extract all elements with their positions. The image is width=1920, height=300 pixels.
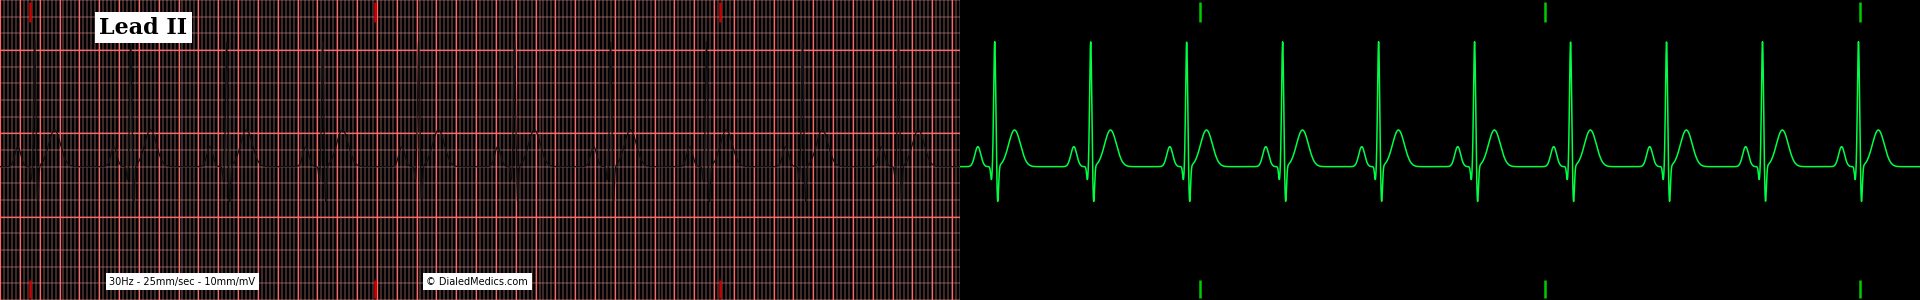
Text: 30Hz - 25mm/sec - 10mm/mV: 30Hz - 25mm/sec - 10mm/mV <box>109 277 255 287</box>
Text: Lead II: Lead II <box>100 17 188 39</box>
Text: © DialedMedics.com: © DialedMedics.com <box>426 277 528 287</box>
